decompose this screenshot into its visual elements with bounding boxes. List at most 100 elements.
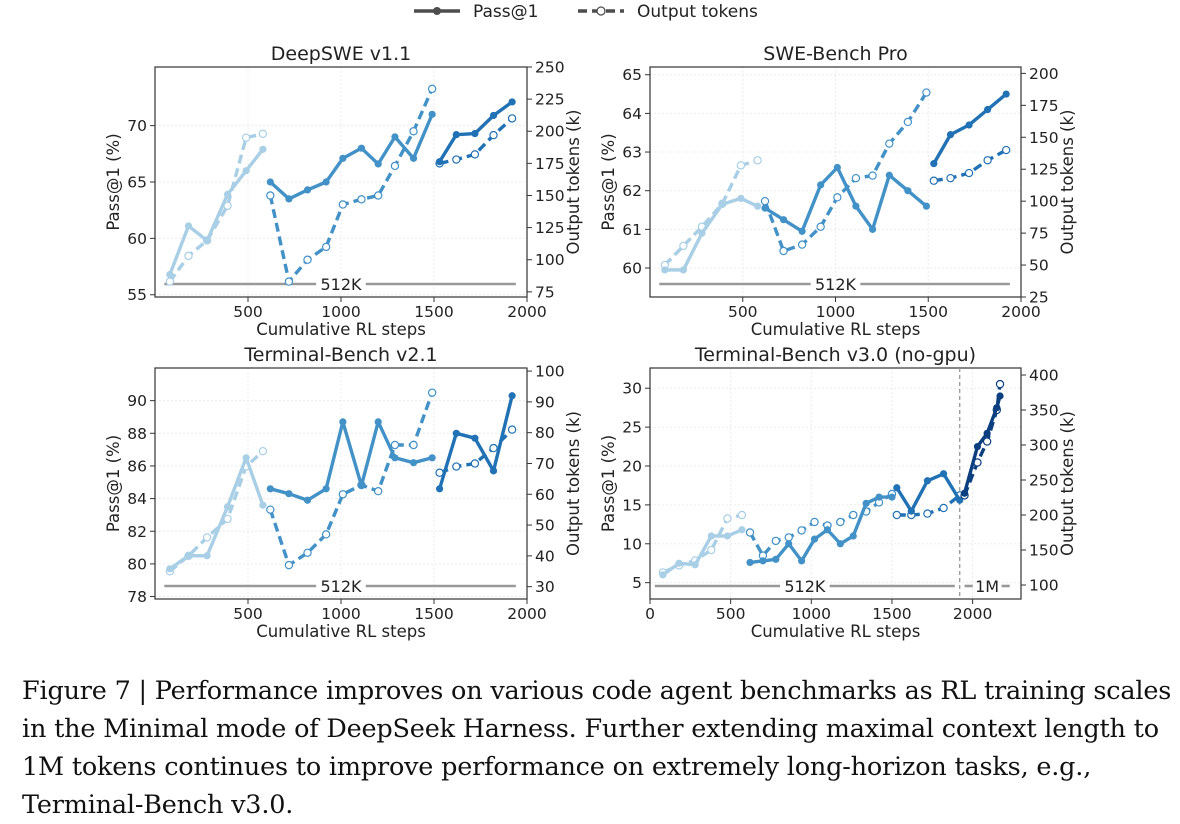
output-tokens-point: [303, 548, 312, 558]
pass-at-1-point: [259, 145, 267, 153]
output-tokens-point: [452, 155, 461, 164]
output-tokens-line-stage-2: [748, 492, 893, 558]
pass-at-1-point: [391, 133, 399, 141]
pass-at-1-point: [339, 418, 347, 426]
pass-at-1-point: [391, 454, 399, 462]
output-tokens-point: [1001, 145, 1011, 155]
chart-panel-1: DeepSWE v1.1 500 1000 1500 2000 Cumulative RL…: [104, 43, 583, 339]
pass-at-1-point: [339, 154, 347, 162]
pass-at-1-point: [922, 202, 930, 210]
output-tokens-point: [284, 560, 294, 570]
pass-at-1-point: [852, 202, 860, 210]
pass-at-1-point: [357, 481, 366, 490]
pass-at-1-point: [973, 442, 982, 451]
output-tokens-point: [983, 156, 992, 165]
y-tick-label: 86: [127, 457, 147, 475]
output-tokens-point: [507, 425, 517, 434]
pass-at-1-point: [435, 158, 444, 166]
context-length-label: 512K: [815, 275, 857, 294]
x-tick-label: 1000: [816, 303, 855, 321]
pass-at-1-point: [965, 121, 973, 129]
y2-tick-label: 150: [1029, 129, 1059, 147]
figure-caption: Figure 7 | Performance improves on vario…: [22, 676, 1172, 820]
pass-at-1-point: [322, 485, 330, 493]
output-tokens-line-stage-2: [763, 91, 928, 253]
pass-at-1-point: [833, 163, 841, 172]
output-tokens-point: [258, 129, 268, 139]
pass-at-1-point: [930, 160, 938, 168]
y2-tick-label: 300: [1029, 437, 1059, 455]
pass-at-1-point: [862, 499, 870, 507]
pass-at-1-point: [659, 571, 667, 579]
y2-tick-label: 200: [1029, 65, 1059, 83]
pass-at-1-point: [471, 434, 479, 442]
output-tokens-point: [946, 173, 955, 183]
pass-at-1-point: [357, 144, 366, 152]
pass-at-1-point: [761, 204, 769, 212]
y-tick-label: 65: [622, 66, 642, 84]
output-tokens-point: [836, 517, 845, 527]
pass-at-1-line-stage-3: [932, 92, 1008, 165]
pass-at-1-point: [242, 454, 250, 462]
y2-tick-label: 100: [1029, 577, 1059, 595]
y-tick-label: 84: [127, 490, 147, 508]
output-tokens-point: [390, 440, 400, 450]
y2-tick-label: 250: [535, 59, 565, 77]
y2-tick-label: 175: [1029, 97, 1059, 115]
x-axis-label: Cumulative RL steps: [256, 622, 426, 641]
y-axis-label: Pass@1 (%): [104, 435, 123, 532]
output-tokens-point: [982, 437, 992, 446]
y2-tick-label: 150: [1029, 542, 1059, 560]
y2-tick-label: 125: [535, 219, 565, 237]
pass-at-1-point: [888, 493, 896, 501]
y-tick-label: 82: [127, 523, 147, 541]
pass-at-1-point: [885, 171, 893, 179]
pass-at-1-point: [907, 507, 915, 515]
output-tokens-point: [753, 156, 762, 165]
x-tick-label: 0: [645, 605, 655, 623]
legend: Pass@1 Output tokens: [414, 2, 758, 22]
y-tick-label: 90: [127, 392, 147, 410]
pass-at-1-point: [723, 532, 732, 540]
y-tick-label: 61: [622, 221, 642, 239]
figure-canvas: Pass@1 Output tokens DeepSWE v1.1500 1000…: [104, 2, 1077, 641]
output-tokens-line-stage-1: [663, 158, 759, 267]
pass-at-1-point: [984, 105, 992, 114]
y-axis-label: Pass@1 (%): [599, 435, 618, 532]
y-tick-label: 5: [632, 574, 642, 592]
x-tick-label: 500: [728, 303, 758, 321]
legend-pass-marker: [433, 7, 441, 15]
y2-tick-label: 100: [535, 363, 565, 381]
chart-panel-3: Terminal-Bench v2.1 500 1000 1500 2000 Cumula…: [104, 344, 583, 641]
pass-at-1-point: [259, 501, 267, 509]
pass-at-1-point: [242, 167, 250, 175]
chart-panel-2: SWE-Bench Pro 500 1000 1500 2000 Cumulative R…: [599, 43, 1077, 339]
y2-tick-label: 70: [535, 455, 555, 473]
y2-tick-label: 200: [1029, 507, 1059, 525]
output-tokens-point: [321, 242, 331, 252]
x-tick-label: 500: [716, 605, 746, 623]
x-tick-label: 1500: [414, 605, 453, 623]
y2-axis-label: Output tokens (k): [1058, 411, 1077, 556]
y-tick-label: 70: [127, 117, 147, 135]
pass-at-1-point: [939, 470, 948, 478]
pass-at-1-point: [266, 178, 274, 186]
pass-at-1-line-stage-2: [269, 113, 434, 201]
y2-tick-label: 400: [1029, 367, 1059, 385]
pass-at-1-line-stage-1: [664, 196, 759, 272]
y2-tick-label: 75: [1029, 225, 1049, 243]
y2-tick-label: 250: [1029, 472, 1059, 490]
y2-tick-label: 40: [535, 547, 555, 565]
y-tick-label: 20: [622, 458, 642, 476]
pass-at-1-point: [779, 216, 788, 224]
output-tokens-point: [737, 510, 747, 520]
output-tokens-point: [266, 191, 275, 200]
output-tokens-line-stage-2: [268, 392, 434, 567]
pass-at-1-point: [203, 552, 211, 560]
x-tick-label: 1000: [321, 605, 360, 623]
y2-tick-label: 80: [535, 424, 555, 442]
y2-tick-label: 75: [535, 283, 555, 301]
y2-tick-label: 100: [1029, 193, 1059, 211]
x-tick-label: 1000: [792, 605, 831, 623]
output-tokens-point: [266, 505, 275, 514]
